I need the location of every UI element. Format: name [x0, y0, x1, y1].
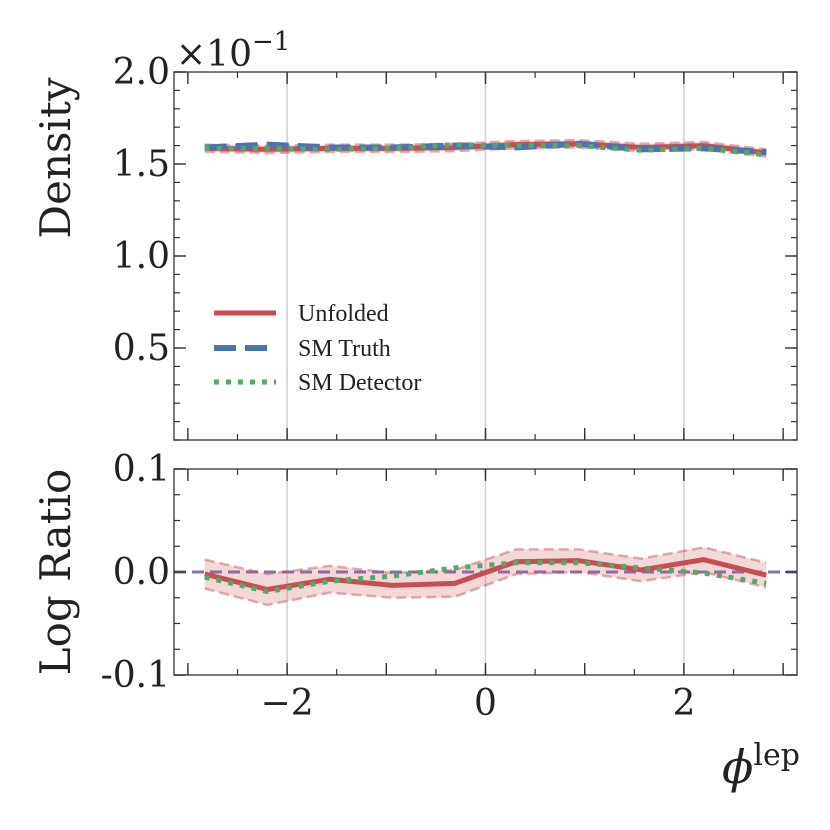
y-multiplier-exponent: −1 [252, 27, 290, 57]
y-multiplier-base: ×10 [176, 34, 252, 75]
series-line-sm-detector [204, 560, 767, 595]
series-line-sm-detector [204, 142, 767, 158]
x-tick-label: −2 [261, 683, 314, 724]
y-tick-label: 2.0 [113, 52, 170, 93]
unfolded-uncertainty-band [204, 547, 767, 605]
unfolded-band-lower-edge [204, 570, 767, 607]
legend-label-sm-truth: SM Truth [298, 336, 391, 362]
legend: Unfolded SM Truth SM Detector [214, 301, 421, 396]
bottom-ylabel: Log Ratio [31, 469, 80, 676]
legend-label-unfolded: Unfolded [298, 301, 389, 327]
y-tick-label: 1.5 [113, 144, 170, 185]
legend-label-sm-detector: SM Detector [298, 370, 421, 396]
log-ratio-panel: -0.1 0.0 0.1 −2 0 2 [101, 449, 798, 724]
y-multiplier: ×10−1 [176, 27, 290, 75]
y-tick-label: 1.0 [113, 236, 170, 277]
y-tick-label: 0.1 [113, 449, 170, 490]
x-tick-label: 2 [672, 683, 695, 724]
y-tick-label: 0.0 [113, 552, 170, 593]
y-tick-label: 0.5 [113, 328, 170, 369]
top-ylabel: Density [31, 77, 80, 238]
x-tick-label: 0 [474, 683, 497, 724]
x-axis-title: ϕlep [722, 738, 800, 794]
x-axis-superscript: lep [753, 738, 800, 773]
density-panel: 0.5 1.0 1.5 2.0 [113, 52, 798, 441]
unfolded-band-upper-edge [204, 546, 767, 576]
x-axis-symbol: ϕ [722, 740, 753, 794]
y-tick-label: -0.1 [101, 655, 170, 696]
